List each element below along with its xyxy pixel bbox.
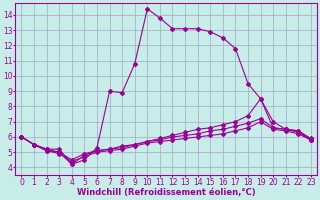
X-axis label: Windchill (Refroidissement éolien,°C): Windchill (Refroidissement éolien,°C) — [77, 188, 255, 197]
